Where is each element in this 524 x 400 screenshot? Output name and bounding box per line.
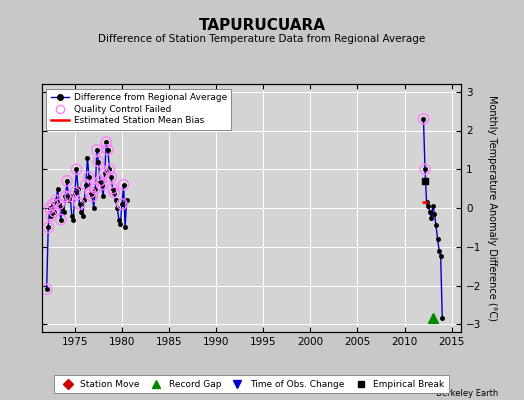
Point	[42, 286, 51, 292]
Point	[101, 170, 109, 176]
Text: TAPURUCUARA: TAPURUCUARA	[199, 18, 325, 33]
Point	[96, 178, 104, 184]
Point	[105, 166, 114, 172]
Point	[85, 174, 93, 180]
Point	[419, 116, 428, 122]
Text: Difference of Station Temperature Data from Regional Average: Difference of Station Temperature Data f…	[99, 34, 425, 44]
Point	[102, 139, 111, 145]
Point	[71, 189, 79, 196]
Point	[72, 166, 81, 172]
Point	[63, 178, 71, 184]
Point	[86, 189, 95, 196]
Y-axis label: Monthly Temperature Anomaly Difference (°C): Monthly Temperature Anomaly Difference (…	[487, 95, 497, 321]
Point	[94, 158, 103, 165]
Text: Berkeley Earth: Berkeley Earth	[435, 389, 498, 398]
Point	[91, 186, 100, 192]
Point	[429, 315, 437, 322]
Point	[421, 178, 429, 184]
Point	[118, 201, 126, 207]
Point	[97, 182, 106, 188]
Legend: Difference from Regional Average, Quality Control Failed, Estimated Station Mean: Difference from Regional Average, Qualit…	[47, 88, 231, 130]
Point	[75, 201, 84, 207]
Point	[119, 182, 128, 188]
Point	[88, 193, 96, 200]
Point	[44, 224, 52, 230]
Point	[93, 147, 101, 153]
Point	[108, 186, 117, 192]
Point	[61, 193, 70, 200]
Point	[47, 212, 56, 219]
Point	[57, 216, 65, 223]
Point	[82, 182, 90, 188]
Point	[50, 209, 59, 215]
Point	[107, 174, 115, 180]
Point	[49, 201, 57, 207]
Point	[110, 189, 118, 196]
Point	[421, 166, 429, 172]
Point	[52, 197, 60, 204]
Legend: Station Move, Record Gap, Time of Obs. Change, Empirical Break: Station Move, Record Gap, Time of Obs. C…	[54, 376, 449, 394]
Point	[66, 193, 74, 200]
Point	[46, 205, 54, 211]
Point	[55, 201, 63, 207]
Point	[104, 147, 112, 153]
